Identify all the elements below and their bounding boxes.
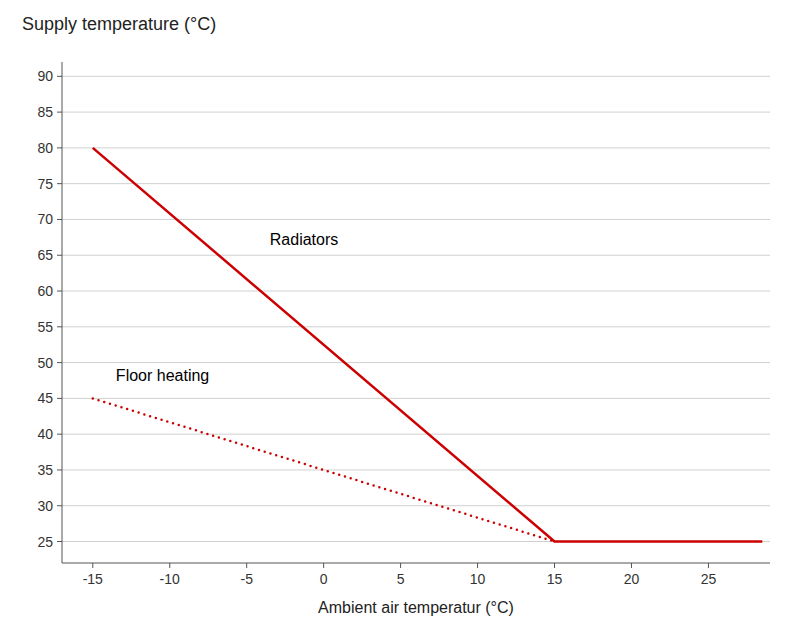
y-tick-label: 50 (37, 355, 53, 371)
plot-area (93, 148, 763, 542)
x-tick (477, 563, 478, 568)
chart: Supply temperature (°C) -15 -10 -5 0 5 10 15 20 2… (0, 0, 798, 629)
grid-line (62, 76, 770, 77)
grid-line (62, 183, 770, 184)
grid-line (62, 398, 770, 399)
y-tick (57, 541, 62, 542)
y-tick-label: 80 (37, 140, 53, 156)
grid (62, 76, 770, 541)
y-tick (57, 398, 62, 399)
y-tick-label: 45 (37, 390, 53, 406)
x-tick (554, 563, 555, 568)
x-tick-label: 10 (470, 571, 486, 587)
grid-line (62, 362, 770, 363)
y-tick (57, 112, 62, 113)
x-tick (708, 563, 709, 568)
y-tick (57, 326, 62, 327)
x-tick (323, 563, 324, 568)
y-tick (57, 434, 62, 435)
y-tick-label: 35 (37, 462, 53, 478)
y-tick (57, 219, 62, 220)
x-tick (169, 563, 170, 568)
x-tick (246, 563, 247, 568)
x-tick-label: 25 (701, 571, 717, 587)
x-tick (400, 563, 401, 568)
grid-line (62, 219, 770, 220)
grid-line (62, 112, 770, 113)
y-tick-label: 70 (37, 211, 53, 227)
x-axis-line (62, 563, 770, 564)
y-tick (57, 469, 62, 470)
axes: -15 -10 -5 0 5 10 15 20 25 25 30 35 40 45 50 55 60 65 70 75… (37, 62, 770, 587)
y-tick-label: 60 (37, 283, 53, 299)
annotation: Radiators (270, 231, 338, 248)
y-tick-label: 55 (37, 319, 53, 335)
y-tick (57, 183, 62, 184)
y-tick (57, 147, 62, 148)
grid-line (62, 326, 770, 327)
y-tick (57, 76, 62, 77)
annotation: Floor heating (116, 367, 209, 384)
title: Supply temperature (°C) (22, 14, 216, 34)
x-tick-label: -5 (240, 571, 253, 587)
grid-line (62, 255, 770, 256)
x-tick-label: 15 (547, 571, 563, 587)
grid-line (62, 505, 770, 506)
y-tick-label: 75 (37, 176, 53, 192)
y-tick-label: 30 (37, 498, 53, 514)
annotations: Radiators Floor heating (116, 231, 338, 384)
x-tick-label: 5 (397, 571, 405, 587)
line (93, 148, 763, 542)
x-tick-label: -15 (83, 571, 103, 587)
y-tick-label: 40 (37, 426, 53, 442)
grid-line (62, 147, 770, 148)
grid-line (62, 291, 770, 292)
x-axis-label: Ambient air temperatur (°C) (318, 599, 514, 616)
x-tick-label: 0 (320, 571, 328, 587)
y-tick (57, 362, 62, 363)
line (93, 398, 555, 541)
x-tick (92, 563, 93, 568)
y-axis-line (62, 62, 63, 563)
grid-line (62, 469, 770, 470)
y-tick (57, 505, 62, 506)
x-tick (631, 563, 632, 568)
y-tick-label: 90 (37, 68, 53, 84)
x-tick-label: -10 (160, 571, 180, 587)
y-tick-label: 65 (37, 247, 53, 263)
x-tick-label: 20 (624, 571, 640, 587)
y-tick (57, 255, 62, 256)
grid-line (62, 434, 770, 435)
y-tick-label: 25 (37, 534, 53, 550)
y-tick (57, 291, 62, 292)
y-tick-label: 85 (37, 104, 53, 120)
